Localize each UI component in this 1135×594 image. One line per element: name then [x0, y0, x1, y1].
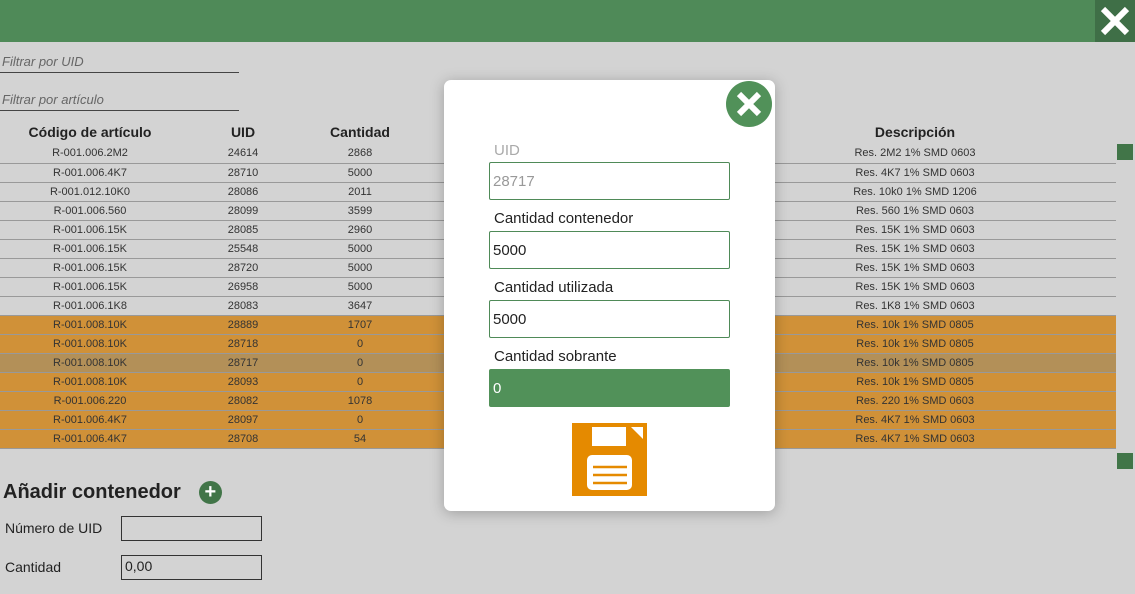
scroll-up-button[interactable]: [1117, 144, 1133, 160]
description-cell: Res. 15K 1% SMD 0603: [714, 239, 1116, 259]
qty-cell: 0: [306, 410, 414, 430]
uid-cell: 28889: [180, 315, 306, 335]
description-cell: Res. 10k 1% SMD 0805: [714, 315, 1116, 335]
code-cell: R-001.006.15K: [0, 220, 180, 240]
floppy-disk-icon: [572, 423, 647, 496]
description-cell: Res. 10k 1% SMD 0805: [714, 353, 1116, 373]
modal-close-button[interactable]: [726, 81, 772, 127]
qty-cell: 5000: [306, 277, 414, 297]
used-qty-label: Cantidad utilizada: [494, 279, 614, 296]
container-qty-label: Cantidad contenedor: [494, 210, 634, 227]
edit-container-modal: UID 28717 Cantidad contenedor 5000 Canti…: [444, 80, 775, 511]
left-qty-label: Cantidad sobrante: [494, 348, 617, 365]
uid-cell: 28093: [180, 372, 306, 392]
description-cell: Res. 1K8 1% SMD 0603: [714, 296, 1116, 316]
article-filter-input[interactable]: Filtrar por artículo: [0, 92, 239, 111]
qty-cell: 3647: [306, 296, 414, 316]
qty-cell: 2011: [306, 182, 414, 202]
qty-cell: 1078: [306, 391, 414, 411]
qty-cell: 3599: [306, 201, 414, 221]
description-cell: Res. 10k 1% SMD 0805: [714, 372, 1116, 392]
description-cell: Res. 15K 1% SMD 0603: [714, 220, 1116, 240]
code-cell: R-001.006.4K7: [0, 410, 180, 430]
uid-input[interactable]: [121, 516, 262, 541]
uid-cell: 28085: [180, 220, 306, 240]
uid-cell: 28086: [180, 182, 306, 202]
top-bar: [0, 0, 1135, 42]
plus-icon: +: [204, 481, 217, 503]
uid-cell: 25548: [180, 239, 306, 259]
code-cell: R-001.006.560: [0, 201, 180, 221]
description-cell: Res. 10k 1% SMD 0805: [714, 334, 1116, 354]
description-cell: Res. 15K 1% SMD 0603: [714, 277, 1116, 297]
description-cell: Res. 560 1% SMD 0603: [714, 201, 1116, 221]
qty-cell: 2868: [306, 144, 414, 164]
close-icon: [1100, 6, 1130, 36]
qty-cell: 0: [306, 334, 414, 354]
save-button[interactable]: [572, 423, 647, 496]
description-cell: Res. 15K 1% SMD 0603: [714, 258, 1116, 278]
code-cell: R-001.008.10K: [0, 353, 180, 373]
uid-label: Número de UID: [5, 520, 103, 536]
description-cell: Res. 220 1% SMD 0603: [714, 391, 1116, 411]
uid-cell: 28083: [180, 296, 306, 316]
add-container-header: Añadir contenedor +: [3, 481, 222, 504]
qty-cell: 54: [306, 429, 414, 449]
code-cell: R-001.006.220: [0, 391, 180, 411]
code-cell: R-001.008.10K: [0, 315, 180, 335]
description-cell: Res. 2M2 1% SMD 0603: [714, 144, 1116, 164]
uid-filter-input[interactable]: Filtrar por UID: [0, 54, 239, 73]
qty-cell: 0: [306, 353, 414, 373]
uid-cell: 28710: [180, 163, 306, 183]
add-container-button[interactable]: +: [198, 481, 222, 504]
qty-cell: 5000: [306, 258, 414, 278]
container-qty-input[interactable]: 5000: [489, 231, 730, 269]
code-cell: R-001.006.15K: [0, 277, 180, 297]
used-qty-input[interactable]: 5000: [489, 300, 730, 338]
uid-label: UID: [494, 142, 520, 159]
code-cell: R-001.006.1K8: [0, 296, 180, 316]
code-cell: R-001.008.10K: [0, 372, 180, 392]
uid-cell: 28099: [180, 201, 306, 221]
uid-field: 28717: [489, 162, 730, 200]
qty-cell: 1707: [306, 315, 414, 335]
code-cell: R-001.006.2M2: [0, 144, 180, 164]
code-cell: R-001.006.15K: [0, 239, 180, 259]
code-cell: R-001.006.15K: [0, 258, 180, 278]
close-window-button[interactable]: [1095, 0, 1135, 42]
qty-cell: 0: [306, 372, 414, 392]
qty-cell: 5000: [306, 239, 414, 259]
description-cell: Res. 4K7 1% SMD 0603: [714, 410, 1116, 430]
add-container-title: Añadir contenedor: [3, 481, 181, 503]
code-cell: R-001.006.4K7: [0, 163, 180, 183]
uid-cell: 26958: [180, 277, 306, 297]
uid-cell: 24614: [180, 144, 306, 164]
uid-cell: 28082: [180, 391, 306, 411]
qty-label: Cantidad: [5, 559, 62, 575]
qty-cell: 5000: [306, 163, 414, 183]
left-qty-field: 0: [489, 369, 730, 407]
code-cell: R-001.008.10K: [0, 334, 180, 354]
uid-cell: 28708: [180, 429, 306, 449]
code-cell: R-001.006.4K7: [0, 429, 180, 449]
code-cell: R-001.012.10K0: [0, 182, 180, 202]
qty-cell: 2960: [306, 220, 414, 240]
uid-cell: 28717: [180, 353, 306, 373]
uid-cell: 28097: [180, 410, 306, 430]
close-icon: [736, 91, 762, 117]
description-cell: Res. 4K7 1% SMD 0603: [714, 163, 1116, 183]
qty-input[interactable]: 0,00: [121, 555, 262, 580]
uid-cell: 28720: [180, 258, 306, 278]
col-description[interactable]: Descripción: [874, 124, 956, 140]
description-cell: Res. 10k0 1% SMD 1206: [714, 182, 1116, 202]
uid-cell: 28718: [180, 334, 306, 354]
col-qty[interactable]: Cantidad: [330, 124, 390, 140]
col-uid[interactable]: UID: [230, 124, 256, 140]
scroll-down-button[interactable]: [1117, 453, 1133, 469]
description-cell: Res. 4K7 1% SMD 0603: [714, 429, 1116, 449]
col-code[interactable]: Código de artículo: [28, 124, 152, 140]
